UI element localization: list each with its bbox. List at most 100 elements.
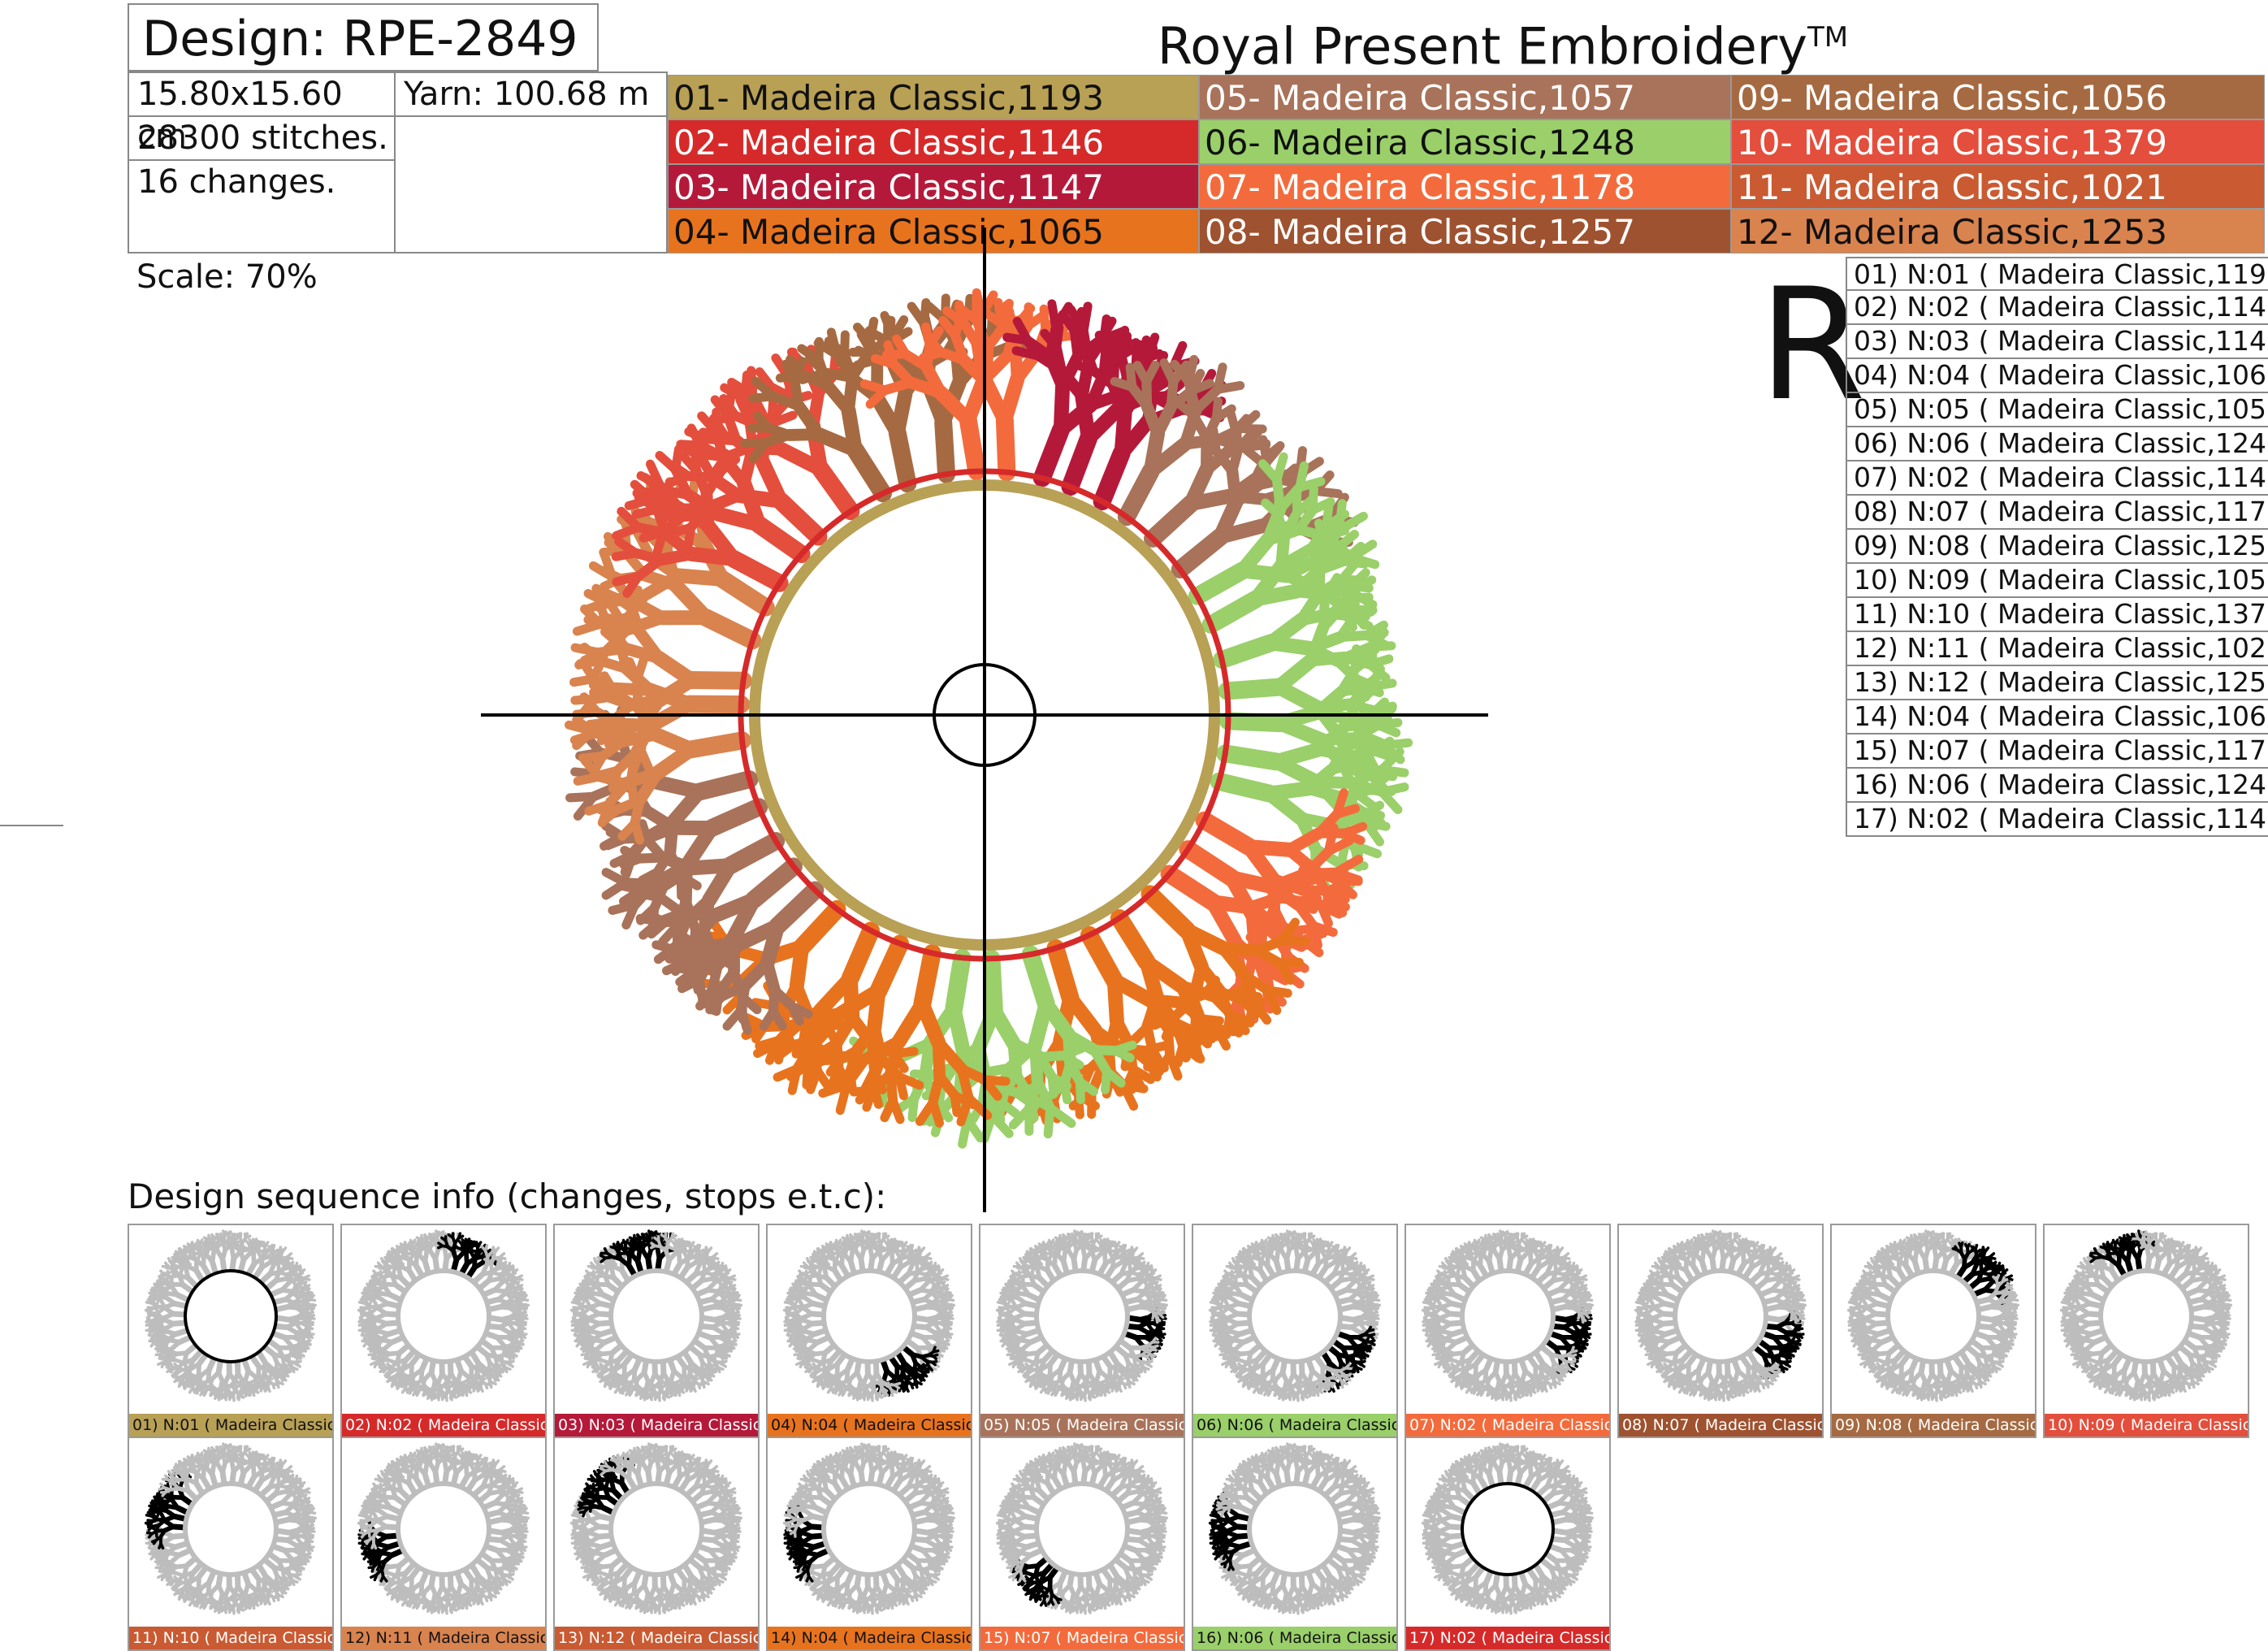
branch-mark xyxy=(1232,988,1263,1002)
branch-mark xyxy=(1361,818,1384,847)
sequence-row: 05) N:05 ( Madeira Classic,1057) xyxy=(1846,393,2268,427)
branch-mark xyxy=(370,1328,375,1337)
sequence-row: 13) N:12 ( Madeira Classic,1253) xyxy=(1846,666,2268,700)
branch-mark xyxy=(265,1376,274,1380)
branch-mark xyxy=(806,1066,822,1094)
branch-mark xyxy=(786,354,807,379)
sequence-row: 07) N:02 ( Madeira Classic,1146) xyxy=(1846,462,2268,496)
sequence-thumbnail[interactable]: 01) N:01 ( Madeira Classic,1 xyxy=(128,1224,334,1438)
sequence-thumbnail[interactable]: 03) N:03 ( Madeira Classic xyxy=(553,1224,760,1438)
branch-mark xyxy=(860,1066,879,1094)
branch-mark xyxy=(162,1350,168,1358)
branch-mark xyxy=(271,1382,276,1390)
branch-mark xyxy=(1010,1087,1040,1111)
branch-mark xyxy=(422,1390,427,1398)
branch-mark xyxy=(619,1384,625,1392)
branch-mark xyxy=(1195,811,1258,856)
branch-mark xyxy=(284,1257,291,1263)
branch-mark xyxy=(1201,590,1266,634)
branch-mark xyxy=(636,903,660,925)
branch-mark xyxy=(591,583,623,603)
branch-mark xyxy=(570,1328,579,1332)
branch-mark xyxy=(1213,518,1271,544)
branch-mark xyxy=(307,1305,314,1312)
branch-mark xyxy=(665,1242,672,1250)
branch-mark xyxy=(1093,444,1131,511)
branch-mark xyxy=(588,1350,594,1358)
branch-mark xyxy=(483,1382,489,1390)
branch-mark xyxy=(240,1242,246,1250)
branch-mark xyxy=(750,515,811,564)
thumbnail-branches xyxy=(144,1229,317,1402)
embroidery-preview xyxy=(481,228,1488,1212)
color-swatch-10: 10- Madeira Classic,1379 xyxy=(1731,119,2265,164)
branch-mark xyxy=(676,871,686,901)
branch-mark xyxy=(171,1370,179,1376)
branch-mark xyxy=(673,1389,677,1397)
sequence-thumbnail[interactable]: 04) N:04 ( Madeira Classic xyxy=(766,1224,972,1438)
branch-mark xyxy=(666,522,696,539)
branch-mark xyxy=(650,1242,657,1248)
branch-mark xyxy=(680,963,698,991)
branch-mark xyxy=(931,1349,940,1354)
branch-mark xyxy=(1262,986,1282,1016)
branch-mark xyxy=(1360,743,1380,774)
branch-mark xyxy=(361,1295,368,1300)
branch-mark xyxy=(634,626,665,665)
branch-mark xyxy=(1184,354,1199,387)
sequence-row: 04) N:04 ( Madeira Classic,1065) xyxy=(1846,359,2268,393)
branch-mark xyxy=(932,1036,946,1082)
branch-mark xyxy=(457,1234,465,1240)
branch-mark xyxy=(578,751,608,763)
branch-mark xyxy=(244,1234,252,1240)
branch-mark xyxy=(196,1385,201,1393)
branch-mark xyxy=(1332,804,1361,819)
color-swatch-5: 05- Madeira Classic,1057 xyxy=(1199,75,1731,119)
branch-mark xyxy=(1262,443,1283,468)
branch-mark xyxy=(1273,490,1284,519)
branch-mark xyxy=(1212,1023,1231,1051)
sequence-thumbnail[interactable]: 02) N:02 ( Madeira Classic, xyxy=(340,1224,547,1438)
branch-mark xyxy=(597,1370,604,1376)
branch-mark xyxy=(732,1312,739,1320)
branch-mark xyxy=(292,1354,300,1361)
color-swatch-8: 08- Madeira Classic,1257 xyxy=(1199,209,1731,254)
branch-mark xyxy=(645,459,665,491)
brand-title: Royal Present EmbroideryTM xyxy=(1056,5,1950,80)
branch-mark xyxy=(505,1273,511,1282)
branch-mark xyxy=(755,453,789,509)
branch-mark xyxy=(729,1308,736,1315)
branch-mark xyxy=(706,1246,713,1254)
branch-mark xyxy=(889,386,913,440)
branch-mark xyxy=(520,1305,526,1312)
branch-mark xyxy=(465,1237,471,1245)
branch-mark xyxy=(672,895,691,931)
branch-mark xyxy=(580,647,610,665)
stitches-cell: 28300 stitches. xyxy=(128,115,396,161)
thumbnail-label: 03) N:03 ( Madeira Classic xyxy=(555,1414,758,1436)
sequence-row: 03) N:03 ( Madeira Classic,1147) xyxy=(1846,325,2268,359)
branch-mark xyxy=(718,1349,727,1354)
branch-mark xyxy=(505,1349,514,1354)
branch-mark xyxy=(1199,990,1229,1002)
branch-mark xyxy=(357,1307,366,1312)
trademark-mark: TM xyxy=(1807,21,1848,54)
branch-mark xyxy=(827,1062,843,1091)
branch-mark xyxy=(640,817,679,844)
branch-mark xyxy=(958,1115,972,1149)
sequence-row: 10) N:09 ( Madeira Classic,1056) xyxy=(1846,564,2268,598)
branch-mark xyxy=(366,1297,374,1302)
branch-mark xyxy=(682,731,751,759)
branch-mark xyxy=(1217,942,1251,982)
branch-mark xyxy=(457,1383,464,1389)
branch-mark xyxy=(426,1393,433,1400)
branch-mark xyxy=(1275,543,1317,572)
branch-mark xyxy=(1171,527,1230,578)
color-swatch-2: 02- Madeira Classic,1146 xyxy=(668,119,1199,164)
branch-mark xyxy=(704,1256,711,1263)
branch-mark xyxy=(515,1328,524,1332)
branch-mark xyxy=(745,857,803,909)
branch-mark xyxy=(1151,401,1178,440)
branch-mark xyxy=(461,1389,465,1397)
branch-mark xyxy=(1081,403,1124,446)
